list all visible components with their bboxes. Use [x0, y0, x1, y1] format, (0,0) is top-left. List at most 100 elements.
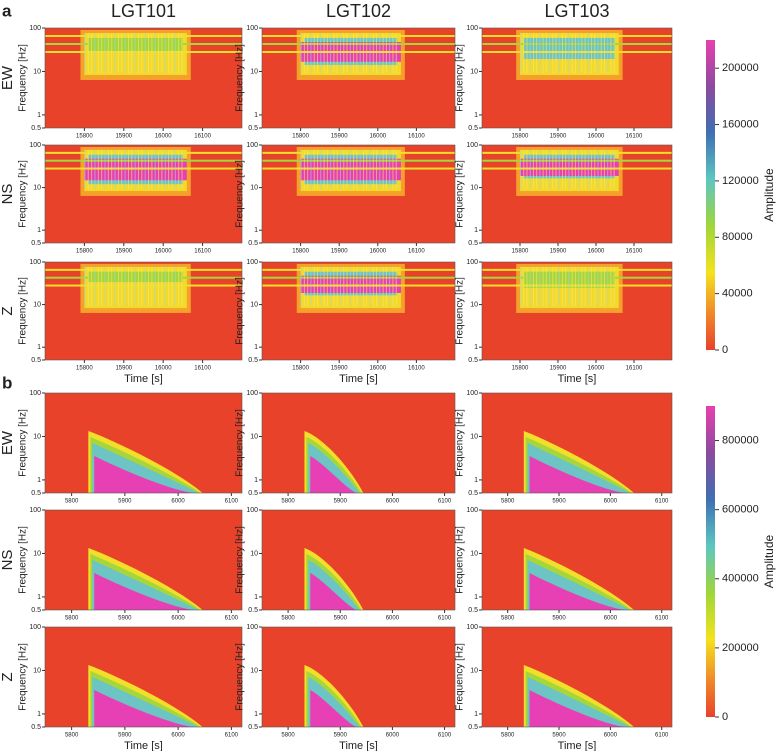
x-tick-label: 15900	[550, 134, 567, 140]
streak	[369, 149, 371, 190]
y-tick-label: 10	[470, 667, 478, 674]
spectrogram-bg	[262, 627, 455, 727]
streak	[600, 266, 602, 307]
streak	[591, 33, 593, 73]
streak	[369, 266, 371, 307]
streak	[565, 149, 567, 190]
y-tick-label: 10	[33, 667, 41, 674]
streak	[359, 266, 361, 307]
y-tick-label: 1	[474, 344, 478, 351]
x-tick-label: 15800	[76, 134, 93, 140]
streak	[353, 266, 355, 307]
streak	[124, 266, 126, 307]
spectrogram	[261, 509, 456, 611]
component-label: EW	[0, 65, 16, 90]
streak	[607, 149, 609, 190]
streak	[339, 149, 341, 190]
streak	[561, 149, 563, 190]
x-tick-label: 5800	[501, 733, 515, 739]
x-tick-label: 16000	[369, 134, 386, 140]
streak	[161, 149, 163, 190]
x-tick-label: 15900	[115, 366, 132, 372]
spectrogram-bg	[262, 510, 455, 610]
streak	[320, 33, 322, 73]
y-tick-label: 1	[474, 594, 478, 601]
streak	[307, 33, 309, 73]
y-tick-label: 10	[250, 433, 258, 440]
streak	[171, 149, 173, 190]
x-tick-label: 6000	[171, 733, 185, 739]
y-tick-label: 10	[33, 433, 41, 440]
energy-decay	[310, 456, 358, 493]
streak	[326, 266, 328, 307]
plot-frame	[261, 261, 456, 361]
x-tick-label: 6000	[604, 616, 618, 622]
x-tick-label: 16100	[626, 134, 643, 140]
y-tick-label: 10	[470, 301, 478, 308]
x-tick-label: 15800	[292, 249, 309, 255]
x-axis-label: Time [s]	[124, 740, 163, 751]
streak	[151, 33, 153, 73]
x-tick-label: 6000	[386, 616, 400, 622]
x-tick-label: 5800	[281, 616, 295, 622]
streak	[584, 33, 586, 73]
y-tick-label: 1	[254, 112, 258, 119]
colorbar-tick-label: 160000	[722, 118, 759, 130]
x-tick-label: 15800	[76, 249, 93, 255]
streak	[121, 33, 123, 73]
streak	[181, 33, 183, 73]
streak	[555, 33, 557, 73]
x-axis-label: Time [s]	[558, 740, 597, 751]
streak	[339, 266, 341, 307]
y-tick-label: 10	[250, 68, 258, 75]
streak	[578, 149, 580, 190]
colorbar-label: Amplitude	[762, 535, 776, 589]
energy-decay	[94, 573, 197, 610]
y-tick-label: 1	[37, 227, 41, 234]
y-tick-label: 10	[470, 184, 478, 191]
streak	[520, 266, 521, 307]
streak	[526, 266, 528, 307]
y-tick-label: 1	[474, 477, 478, 484]
streak	[164, 149, 166, 190]
y-tick-label: 10	[470, 68, 478, 75]
x-tick-label: 6100	[438, 616, 452, 622]
x-tick-label: 5800	[501, 499, 515, 505]
x-tick-label: 16100	[408, 366, 425, 372]
y-tick-label: 0.5	[248, 357, 258, 364]
streak	[111, 149, 113, 190]
freq-line	[262, 268, 455, 271]
y-tick-label: 100	[29, 142, 41, 149]
freq-line	[482, 43, 672, 45]
plot-frame	[44, 626, 243, 728]
streak	[111, 33, 113, 73]
streak	[607, 33, 609, 73]
streak	[148, 33, 150, 73]
streak	[330, 149, 332, 190]
x-tick-label: 6100	[655, 499, 669, 505]
streak	[603, 33, 605, 73]
streak	[94, 266, 96, 307]
plot-frame	[481, 392, 673, 494]
streak	[300, 266, 302, 307]
streak	[581, 266, 583, 307]
streak	[584, 149, 586, 190]
streak	[131, 33, 133, 73]
y-tick-label: 1	[474, 227, 478, 234]
plot-frame	[44, 509, 243, 611]
streak	[333, 266, 335, 307]
y-tick-label: 100	[29, 507, 41, 514]
y-tick-label: 100	[466, 507, 478, 514]
colorbar-tick-label: 200000	[722, 642, 759, 654]
streak	[555, 149, 557, 190]
streak	[542, 33, 544, 73]
x-tick-label: 6100	[225, 733, 239, 739]
x-tick-label: 15800	[512, 366, 529, 372]
x-tick-label: 15900	[550, 366, 567, 372]
streak	[154, 33, 156, 73]
y-axis-label: Frequency [Hz]	[235, 277, 246, 345]
colorbar	[706, 40, 715, 350]
streak	[389, 266, 391, 307]
streak	[144, 149, 146, 190]
streak	[300, 33, 302, 73]
